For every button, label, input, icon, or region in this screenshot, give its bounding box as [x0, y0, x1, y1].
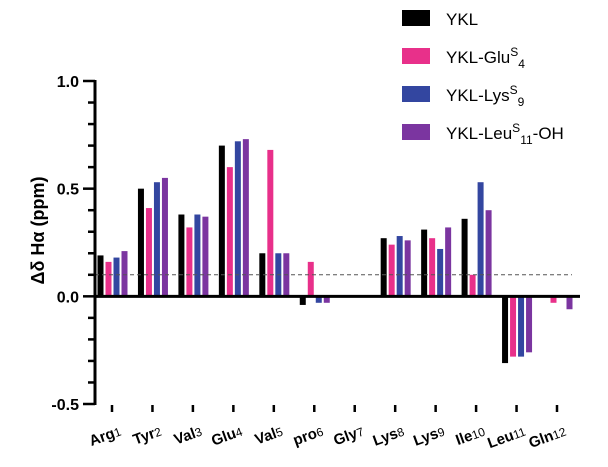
bar-4-9: [445, 227, 452, 297]
bar-1-8: [380, 238, 387, 297]
x-category-label: Leu11: [485, 423, 528, 452]
bar-2-5: [267, 149, 274, 297]
bar-4-1: [121, 251, 128, 297]
bar-3-3: [194, 214, 201, 297]
bar-4-6: [323, 296, 330, 303]
bar-2-12: [550, 296, 557, 303]
bars-group: [97, 139, 573, 364]
bar-3-8: [396, 236, 403, 297]
legend-swatch-3: [402, 86, 430, 102]
bar-2-6: [307, 261, 314, 297]
y-tick-label: -0.5: [51, 397, 79, 414]
bar-1-3: [178, 214, 185, 297]
bar-2-11: [510, 296, 517, 357]
bar-3-1: [113, 257, 120, 297]
bar-4-12: [566, 296, 573, 310]
bar-1-2: [137, 188, 144, 297]
x-category-label: Arg1: [87, 423, 124, 450]
bar-3-11: [518, 296, 525, 357]
bar-2-2: [145, 208, 152, 297]
x-category-label: Val3: [172, 423, 205, 449]
x-category-label: Gln12: [527, 423, 569, 452]
legend-label-1: YKL: [446, 10, 478, 29]
y-tick-label: 1.0: [57, 74, 79, 91]
bar-2-9: [429, 238, 436, 297]
x-category-label: Glu4: [209, 423, 245, 450]
bar-1-6: [299, 296, 306, 305]
bar-2-1: [105, 261, 112, 297]
bar-4-10: [485, 210, 492, 297]
bar-4-4: [242, 139, 249, 297]
legend-label-4: YKL-LeuS11-OH: [446, 121, 564, 147]
bar-4-11: [526, 296, 533, 353]
bar-1-9: [421, 229, 428, 297]
x-category-label: Val5: [253, 423, 286, 449]
legend-swatch-1: [402, 10, 430, 26]
bar-1-11: [502, 296, 509, 364]
bar-2-4: [226, 167, 233, 297]
bar-4-3: [202, 216, 209, 297]
x-category-label: Lys9: [411, 423, 447, 450]
legend-label-2: YKL-GluS4: [446, 45, 525, 71]
bar-2-8: [388, 244, 395, 297]
bar-1-1: [97, 255, 104, 297]
x-category-label: Tyr2: [131, 423, 164, 449]
y-axis-title: Δδ Hα (ppm): [28, 177, 48, 285]
bar-3-2: [153, 182, 160, 297]
bar-4-2: [161, 177, 168, 297]
x-category-label: Lys8: [371, 423, 407, 450]
bar-3-4: [234, 141, 241, 297]
bar-1-4: [218, 145, 225, 297]
legend-swatch-2: [402, 48, 430, 64]
x-category-label: pro6: [291, 423, 326, 450]
legend-swatch-4: [402, 124, 430, 140]
bar-2-10: [469, 274, 476, 297]
bar-3-9: [437, 248, 444, 297]
x-category-label: Gly7: [331, 423, 366, 450]
y-tick-label: 0.0: [57, 289, 79, 306]
bar-2-3: [186, 227, 193, 297]
bar-1-10: [461, 218, 468, 297]
bar-3-6: [315, 296, 322, 303]
x-category-label: Ile10: [453, 423, 487, 449]
bar-1-5: [259, 253, 266, 297]
bar-4-8: [404, 240, 411, 297]
legend-label-3: YKL-LysS9: [446, 83, 525, 109]
y-tick-label: 0.5: [57, 182, 79, 199]
bar-3-10: [477, 182, 484, 297]
